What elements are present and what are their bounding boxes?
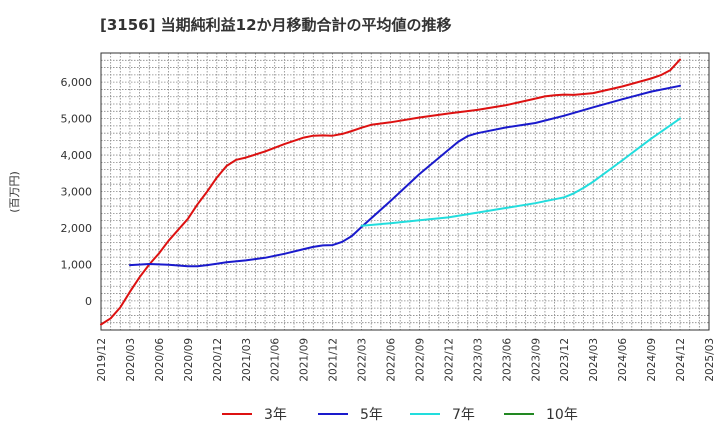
x-tick-label: 2022/12 <box>443 338 455 382</box>
plot-frame <box>100 52 710 331</box>
x-tick-label: 2022/06 <box>386 338 398 382</box>
x-tick-label: 2024/06 <box>617 338 629 382</box>
x-tick-labels: 2019/12 2020/03 2020/06 2020/09 2020/12 2021/… <box>96 338 716 382</box>
y-tick-label: 5,000 <box>61 113 93 126</box>
series-layer <box>100 58 681 326</box>
y-tick-label: 1,000 <box>61 258 93 271</box>
x-tick-label: 2019/12 <box>96 338 108 382</box>
y-axis-label: (百万円) <box>8 171 21 213</box>
x-tick-label: 2020/12 <box>212 338 224 382</box>
x-tick-label: 2024/03 <box>588 338 600 382</box>
chart-title: [3156] 当期純利益12か月移動合計の平均値の推移 <box>100 16 452 34</box>
series-line-3年 <box>100 58 681 326</box>
legend-label: 7年 <box>452 407 475 423</box>
x-tick-label: 2023/12 <box>559 338 571 382</box>
x-tick-label: 2024/09 <box>646 338 658 382</box>
x-tick-label: 2023/03 <box>472 338 484 382</box>
y-tick-labels: 0 1,000 2,000 3,000 4,000 5,000 6,000 <box>61 76 93 308</box>
y-tick-label: 0 <box>85 295 92 308</box>
legend-label: 5年 <box>360 407 383 423</box>
y-tick-label: 6,000 <box>61 76 93 89</box>
x-tick-label: 2020/06 <box>154 338 166 382</box>
x-tick-label: 2022/09 <box>414 338 426 382</box>
x-tick-label: 2021/09 <box>299 338 311 382</box>
y-tick-label: 3,000 <box>61 186 93 199</box>
y-tick-label: 2,000 <box>61 222 93 235</box>
x-tick-label: 2020/09 <box>183 338 195 382</box>
x-tick-label: 2021/03 <box>241 338 253 382</box>
x-tick-label: 2021/06 <box>270 338 282 382</box>
grid-layer <box>101 53 709 330</box>
legend-label: 3年 <box>264 407 287 423</box>
y-tick-label: 4,000 <box>61 149 93 162</box>
legend: 3年 5年 7年 10年 <box>222 407 578 423</box>
x-tick-label: 2023/06 <box>501 338 513 382</box>
legend-label: 10年 <box>546 407 578 423</box>
x-tick-label: 2025/03 <box>704 338 716 382</box>
x-tick-label: 2022/03 <box>357 338 369 382</box>
series-line-5年 <box>129 84 681 268</box>
x-tick-label: 2020/03 <box>125 338 137 382</box>
x-tick-label: 2023/09 <box>530 338 542 382</box>
series-line-7年 <box>360 117 681 227</box>
x-tick-label: 2024/12 <box>675 338 687 382</box>
x-tick-label: 2021/12 <box>328 338 340 382</box>
